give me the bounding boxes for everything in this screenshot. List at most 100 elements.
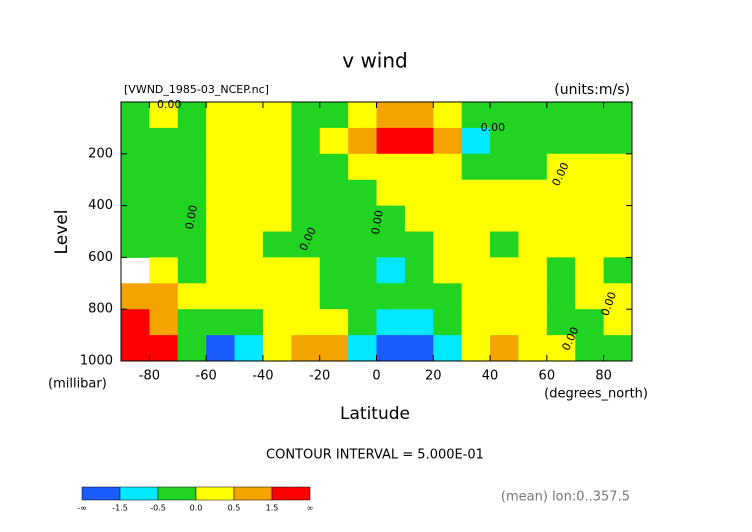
contour-cell — [177, 127, 207, 155]
contour-cell — [348, 335, 377, 362]
x-tick-label: -20 — [309, 369, 330, 384]
contour-cell — [291, 205, 321, 232]
x-tick-label: 20 — [425, 369, 442, 384]
colorbar-label: 0.0 — [190, 504, 203, 513]
contour-cell — [404, 335, 434, 362]
contour-cell — [433, 309, 463, 336]
contour-cell — [206, 179, 236, 207]
contour-cell — [376, 205, 406, 232]
contour-cell — [348, 153, 377, 181]
contour-cell — [490, 205, 519, 232]
contour-cell — [546, 127, 576, 155]
contour-cell — [546, 205, 576, 232]
contour-cell — [121, 153, 150, 181]
contour-cell — [149, 257, 179, 284]
contour-cell — [575, 257, 605, 284]
x-axis-label: Latitude — [340, 404, 410, 424]
contour-cell — [404, 127, 434, 155]
contour-cell — [433, 102, 463, 129]
contour-label: 0.00 — [183, 204, 200, 230]
contour-cell — [121, 205, 150, 232]
contour-cell — [149, 127, 179, 155]
contour-cell — [376, 257, 406, 284]
contour-cell — [234, 153, 264, 181]
contour-cell — [348, 179, 377, 207]
x-tick-label: -60 — [196, 369, 217, 384]
contour-cell — [575, 283, 605, 310]
contour-cell — [404, 205, 434, 232]
contour-cell — [404, 231, 434, 258]
contour-cell — [234, 127, 264, 155]
colorbar-end-label: -∞ — [77, 504, 87, 513]
contour-cell — [603, 231, 633, 258]
contour-cell — [121, 231, 150, 258]
contour-cell — [319, 231, 349, 258]
contour-cell — [262, 102, 292, 129]
contour-cell — [376, 283, 406, 310]
contour-cell — [177, 309, 207, 336]
contour-cell — [291, 335, 321, 362]
contour-cell — [149, 231, 179, 258]
contour-cell — [433, 283, 463, 310]
contour-cell — [461, 179, 491, 207]
contour-cell — [262, 335, 292, 362]
contour-cell — [262, 153, 292, 181]
x-units: (degrees_north) — [544, 387, 648, 402]
contour-cell — [518, 283, 548, 310]
contour-cell — [518, 102, 548, 129]
contour-cell — [404, 153, 434, 181]
contour-cell — [206, 153, 236, 181]
contour-cell — [149, 102, 179, 129]
x-tick-label: 40 — [482, 369, 499, 384]
contour-cell — [319, 309, 349, 336]
colorbar-swatch — [195, 486, 235, 501]
contour-cell — [262, 309, 292, 336]
contour-cell — [234, 231, 264, 258]
contour-cell — [206, 257, 236, 284]
contour-cell — [234, 283, 264, 310]
contour-cell — [376, 335, 406, 362]
contour-cell — [518, 309, 548, 336]
contour-cell — [291, 257, 321, 284]
contour-cell — [177, 153, 207, 181]
contour-cell — [603, 283, 633, 310]
subtitle: [VWND_1985-03_NCEP.nc] — [124, 83, 269, 96]
contour-cell — [490, 179, 519, 207]
contour-cell — [490, 283, 519, 310]
contour-cell — [121, 283, 150, 310]
contour-cell — [575, 205, 605, 232]
contour-cell — [177, 335, 207, 362]
contour-cell — [404, 102, 434, 129]
contour-cell — [177, 257, 207, 284]
contour-cell — [461, 102, 491, 129]
contour-cell — [206, 205, 236, 232]
contour-cell — [404, 309, 434, 336]
units: (units:m/s) — [554, 82, 630, 98]
contour-cell — [546, 257, 576, 284]
contour-cell — [149, 335, 179, 362]
y-tick-label: 600 — [88, 250, 113, 265]
contour-cell — [575, 153, 605, 181]
contour-cell — [376, 127, 406, 155]
contour-cell — [348, 127, 377, 155]
y-tick-label: 400 — [88, 198, 113, 213]
contour-cell — [575, 179, 605, 207]
contour-cell — [490, 153, 519, 181]
colorbar-end-label: ∞ — [307, 504, 314, 513]
contour-cell — [461, 205, 491, 232]
contour-cell — [546, 179, 576, 207]
contour-cell — [319, 205, 349, 232]
contour-cell — [149, 205, 179, 232]
colorbar-swatch — [81, 486, 121, 501]
contour-cell — [575, 309, 605, 336]
contour-cell — [234, 102, 264, 129]
contour-cell — [376, 179, 406, 207]
contour-cell — [206, 283, 236, 310]
contour-cell — [461, 309, 491, 336]
colorbar-swatch — [119, 486, 159, 501]
contour-cell — [291, 153, 321, 181]
chart-title: v wind — [342, 49, 407, 73]
contour-cell — [518, 153, 548, 181]
contour-cell — [121, 127, 150, 155]
